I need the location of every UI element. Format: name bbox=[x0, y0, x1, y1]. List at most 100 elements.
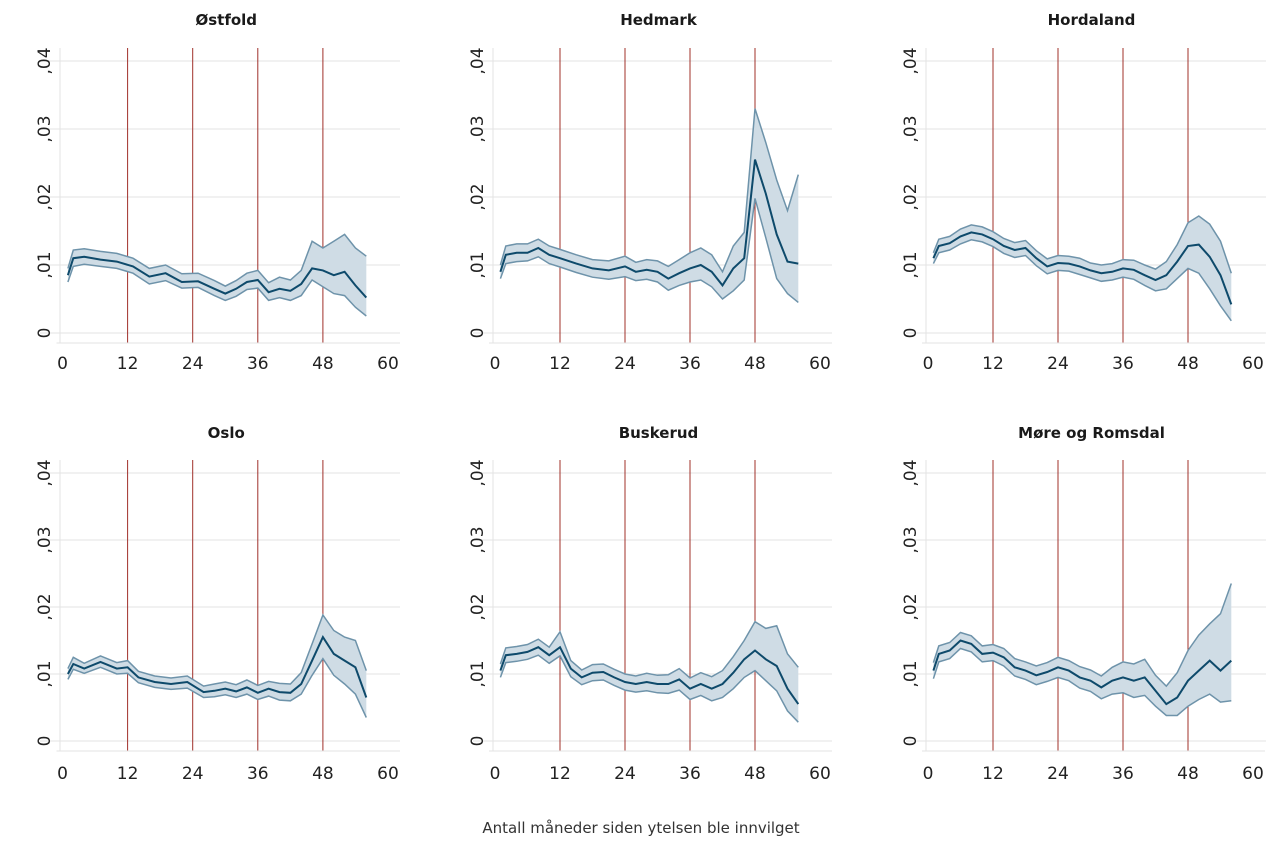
y-tick-label: ,01 bbox=[468, 251, 488, 278]
x-tick-label: 24 bbox=[614, 764, 636, 784]
x-tick-label: 36 bbox=[679, 764, 701, 784]
x-tick-label: 12 bbox=[117, 354, 139, 374]
y-tick-label: ,04 bbox=[468, 459, 488, 486]
upper-bound-line bbox=[499, 108, 800, 274]
panel-title: Møre og Romsdal bbox=[1018, 424, 1165, 442]
y-tick-label: ,03 bbox=[35, 526, 55, 553]
x-tick-label: 0 bbox=[57, 354, 68, 374]
panel-5: Møre og Romsdal 0 ,01 ,02 ,03 ,04 0 12 24 36 48 60 bbox=[901, 424, 1266, 784]
x-tick-label: 48 bbox=[744, 354, 766, 374]
y-tick-label: ,04 bbox=[35, 47, 55, 74]
y-tick-label: ,04 bbox=[901, 459, 921, 486]
panel-2: Hordaland 0 ,01 ,02 ,03 ,04 0 12 24 36 48 60 bbox=[901, 11, 1266, 374]
y-tick-label: ,02 bbox=[35, 593, 55, 620]
panel-0: Østfold 0 ,01 ,02 ,03 ,04 0 12 24 36 48 60 bbox=[35, 11, 400, 374]
y-tick-label: ,03 bbox=[468, 115, 488, 142]
x-tick-label: 12 bbox=[117, 764, 139, 784]
x-tick-label: 24 bbox=[182, 354, 204, 374]
panel-title: Oslo bbox=[208, 424, 245, 442]
y-tick-label: ,03 bbox=[468, 526, 488, 553]
y-tick-label: 0 bbox=[901, 328, 921, 339]
x-tick-label: 36 bbox=[247, 354, 269, 374]
lower-bound-line bbox=[67, 657, 367, 718]
y-tick-label: 0 bbox=[35, 736, 55, 747]
x-tick-label: 36 bbox=[1112, 354, 1134, 374]
mean-line bbox=[499, 645, 800, 705]
x-tick-label: 12 bbox=[549, 354, 571, 374]
x-tick-label: 60 bbox=[809, 354, 831, 374]
panel-title: Buskerud bbox=[619, 424, 699, 442]
mean-line bbox=[499, 159, 799, 288]
y-tick-label: ,01 bbox=[35, 660, 55, 687]
upper-bound-line bbox=[499, 620, 799, 679]
panel-title: Hedmark bbox=[620, 11, 698, 29]
mean-line bbox=[67, 635, 368, 698]
x-tick-label: 24 bbox=[614, 354, 636, 374]
x-tick-label: 60 bbox=[377, 764, 399, 784]
y-tick-label: 0 bbox=[468, 736, 488, 747]
y-tick-label: ,02 bbox=[468, 593, 488, 620]
x-tick-label: 48 bbox=[1177, 354, 1199, 374]
y-tick-label: ,03 bbox=[35, 115, 55, 142]
confidence-band bbox=[500, 108, 799, 303]
confidence-band bbox=[500, 621, 799, 723]
y-tick-label: ,01 bbox=[35, 251, 55, 278]
x-tick-label: 48 bbox=[312, 354, 334, 374]
panel-4: Buskerud 0 ,01 ,02 ,03 ,04 0 12 24 36 48 60 bbox=[468, 424, 832, 784]
y-tick-label: ,02 bbox=[901, 183, 921, 210]
x-axis-title: Antall måneder siden ytelsen ble innvilg… bbox=[482, 819, 799, 837]
y-tick-label: ,01 bbox=[901, 660, 921, 687]
upper-bound-line bbox=[932, 583, 1233, 688]
panel-title: Hordaland bbox=[1048, 11, 1136, 29]
x-tick-label: 24 bbox=[1047, 354, 1069, 374]
y-tick-label: ,02 bbox=[35, 183, 55, 210]
x-tick-label: 12 bbox=[549, 764, 571, 784]
y-tick-label: ,02 bbox=[468, 183, 488, 210]
lower-bound-line bbox=[67, 263, 367, 317]
confidence-band bbox=[933, 583, 1232, 716]
panel-1: Hedmark 0 ,01 ,02 ,03 ,04 0 12 24 36 48 60 bbox=[468, 11, 832, 374]
x-tick-label: 48 bbox=[1177, 764, 1199, 784]
y-tick-label: ,04 bbox=[901, 47, 921, 74]
x-tick-label: 0 bbox=[490, 764, 501, 784]
mean-line bbox=[932, 639, 1232, 706]
x-tick-label: 36 bbox=[679, 354, 701, 374]
y-tick-label: ,03 bbox=[901, 115, 921, 142]
mean-line bbox=[66, 255, 368, 299]
x-tick-label: 36 bbox=[1112, 764, 1134, 784]
y-tick-label: 0 bbox=[901, 736, 921, 747]
x-tick-label: 48 bbox=[744, 764, 766, 784]
y-tick-label: ,04 bbox=[35, 459, 55, 486]
confidence-band bbox=[67, 234, 367, 316]
x-tick-label: 0 bbox=[923, 764, 934, 784]
y-tick-label: ,02 bbox=[901, 593, 921, 620]
y-tick-label: ,01 bbox=[468, 660, 488, 687]
lower-bound-line bbox=[932, 647, 1232, 717]
x-tick-label: 0 bbox=[57, 764, 68, 784]
x-tick-label: 60 bbox=[1242, 354, 1264, 374]
y-tick-label: 0 bbox=[35, 328, 55, 339]
panel-title: Østfold bbox=[195, 11, 257, 29]
lower-bound-line bbox=[499, 654, 799, 723]
x-tick-label: 12 bbox=[982, 354, 1004, 374]
x-tick-label: 0 bbox=[490, 354, 501, 374]
x-tick-label: 60 bbox=[377, 354, 399, 374]
x-tick-label: 36 bbox=[247, 764, 269, 784]
upper-bound-line bbox=[932, 215, 1233, 274]
x-tick-label: 60 bbox=[1242, 764, 1264, 784]
x-tick-label: 48 bbox=[312, 764, 334, 784]
y-tick-label: ,04 bbox=[468, 47, 488, 74]
lower-bound-line bbox=[499, 198, 799, 303]
x-tick-label: 24 bbox=[1047, 764, 1069, 784]
upper-bound-line bbox=[67, 613, 368, 687]
mean-line bbox=[932, 231, 1233, 305]
lower-bound-line bbox=[932, 239, 1232, 322]
x-tick-label: 12 bbox=[982, 764, 1004, 784]
x-tick-label: 0 bbox=[923, 354, 934, 374]
x-tick-label: 24 bbox=[182, 764, 204, 784]
x-tick-label: 60 bbox=[809, 764, 831, 784]
y-tick-label: 0 bbox=[468, 328, 488, 339]
upper-bound-line bbox=[67, 233, 367, 287]
